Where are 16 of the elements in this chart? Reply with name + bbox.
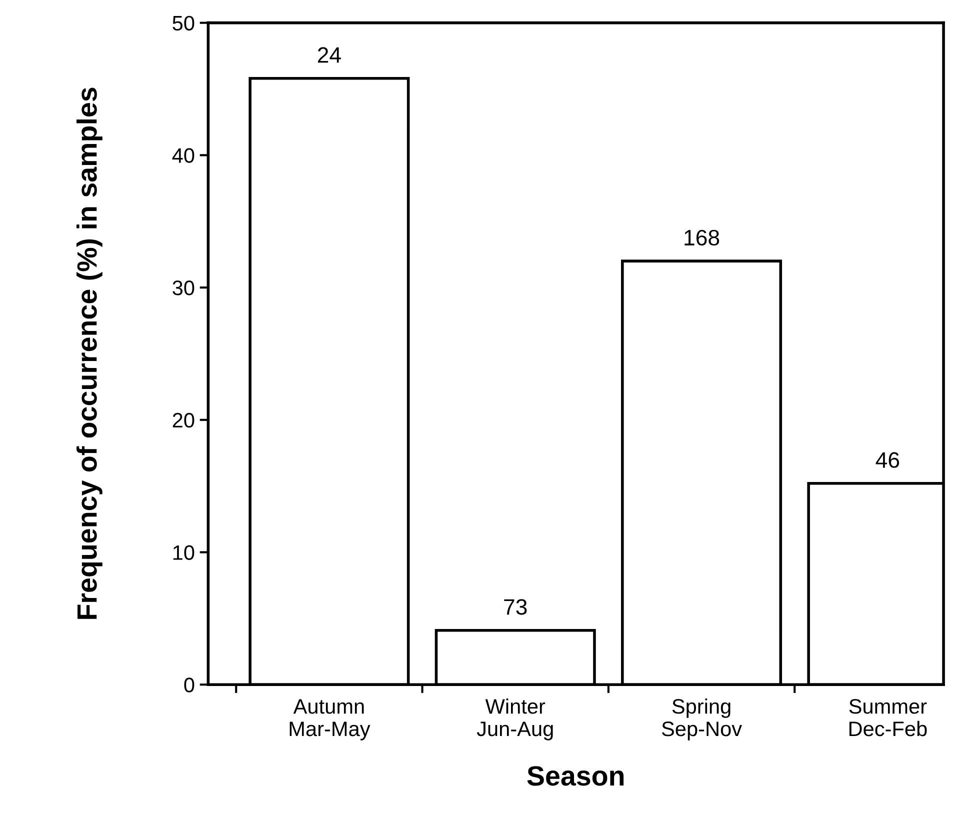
y-tick-label: 0 xyxy=(184,678,194,692)
y-tick-label: 20 xyxy=(172,412,194,428)
x-tick-label: Summer Dec-Feb xyxy=(849,699,927,736)
y-tick-label: 10 xyxy=(173,545,194,560)
annotation: 46 xyxy=(876,452,900,468)
x-tick-label: Autumn Mar-May xyxy=(290,699,370,740)
annotation: 73 xyxy=(504,599,527,615)
y-tick-label: 40 xyxy=(172,148,194,163)
annotation: 168 xyxy=(684,230,720,246)
x-tick-label: Winter Jun-Aug xyxy=(476,698,553,740)
x-axis-title: Season xyxy=(527,766,624,786)
y-axis-title: Frequency of occurrence (%) in samples xyxy=(76,88,102,619)
annotation: 24 xyxy=(318,47,341,63)
y-tick-label: 50 xyxy=(172,16,194,31)
y-tick-label: 30 xyxy=(172,280,194,296)
x-tick-label: Spring Sep-Nov xyxy=(662,698,742,740)
